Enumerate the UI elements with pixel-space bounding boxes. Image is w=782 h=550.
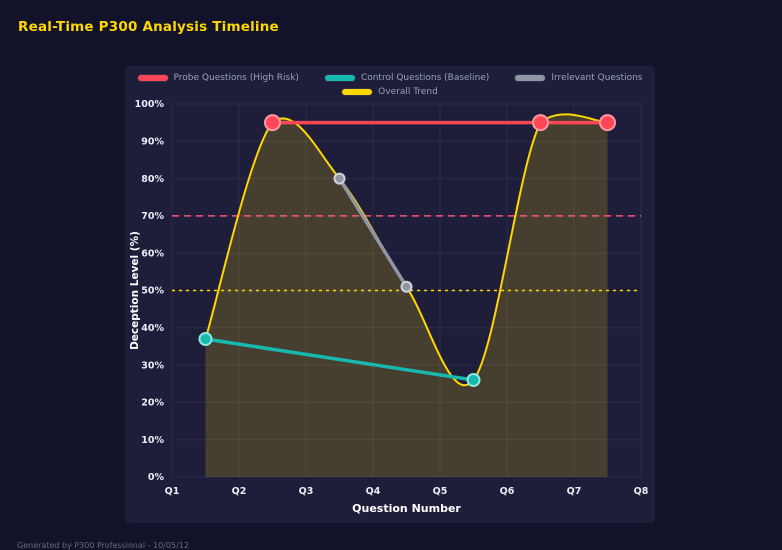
control-swatch-icon (324, 75, 355, 81)
legend-item-trend[interactable]: Overall Trend (342, 87, 438, 97)
data-point (532, 114, 549, 132)
y-tick-label: 20% (141, 398, 164, 409)
x-tick-label: Q1 (165, 486, 180, 497)
x-tick-label: Q3 (299, 486, 314, 497)
y-tick-label: 40% (141, 323, 164, 334)
page-title: Real-Time P300 Analysis Timeline (18, 19, 279, 35)
trend-area (205, 114, 608, 478)
data-point (264, 114, 281, 132)
x-tick-label: Q8 (634, 486, 649, 497)
series-line (337, 176, 409, 289)
x-tick-label: Q5 (433, 486, 448, 497)
legend-item-probe[interactable]: Probe Questions (High Risk) (137, 73, 299, 83)
irrelevant-swatch-icon (515, 75, 546, 81)
x-tick-label: Q7 (567, 486, 582, 497)
y-axis-title: Deception Level (%) (129, 231, 141, 350)
data-point (400, 280, 413, 293)
y-tick-label: 50% (141, 286, 164, 297)
y-tick-label: 30% (141, 360, 164, 371)
x-tick-label: Q2 (232, 486, 247, 497)
probe-swatch-icon (137, 75, 168, 81)
legend-row-2: Overall Trend (342, 87, 438, 97)
y-tick-label: 80% (141, 174, 164, 185)
legend-label-control: Control Questions (Baseline) (360, 73, 490, 83)
legend-label-trend: Overall Trend (378, 87, 438, 97)
x-tick-label: Q6 (500, 486, 515, 497)
chart-legend: Probe Questions (High Risk) Control Ques… (125, 73, 655, 97)
timeline-chart: Q1 Q2 Q3 Q4 Q5 Q6 Q7 Q8 0% 10% 20% 30% 40% 50% 60% 70% 8… (129, 99, 649, 515)
y-tick-label: 70% (141, 211, 164, 222)
trend-swatch-icon (342, 89, 373, 95)
chart-panel: Probe Questions (High Risk) Control Ques… (125, 66, 655, 523)
data-point (333, 172, 346, 185)
x-tick-label: Q4 (366, 486, 381, 497)
legend-label-probe: Probe Questions (High Risk) (173, 73, 299, 83)
legend-item-control[interactable]: Control Questions (Baseline) (324, 73, 490, 83)
y-tick-label: 0% (148, 472, 165, 483)
data-point (599, 114, 616, 132)
y-tick-label: 60% (141, 248, 164, 259)
y-tick-label: 100% (135, 99, 165, 110)
legend-item-irrelevant[interactable]: Irrelevant Questions (515, 73, 642, 83)
data-point (466, 373, 481, 387)
legend-row-1: Probe Questions (High Risk) Control Ques… (137, 73, 642, 83)
y-tick-label: 10% (141, 435, 164, 446)
series-line (203, 337, 476, 382)
legend-label-irrelevant: Irrelevant Questions (551, 73, 643, 83)
y-tick-label: 90% (141, 137, 164, 148)
x-axis-title: Question Number (352, 502, 461, 515)
data-point (198, 332, 213, 346)
